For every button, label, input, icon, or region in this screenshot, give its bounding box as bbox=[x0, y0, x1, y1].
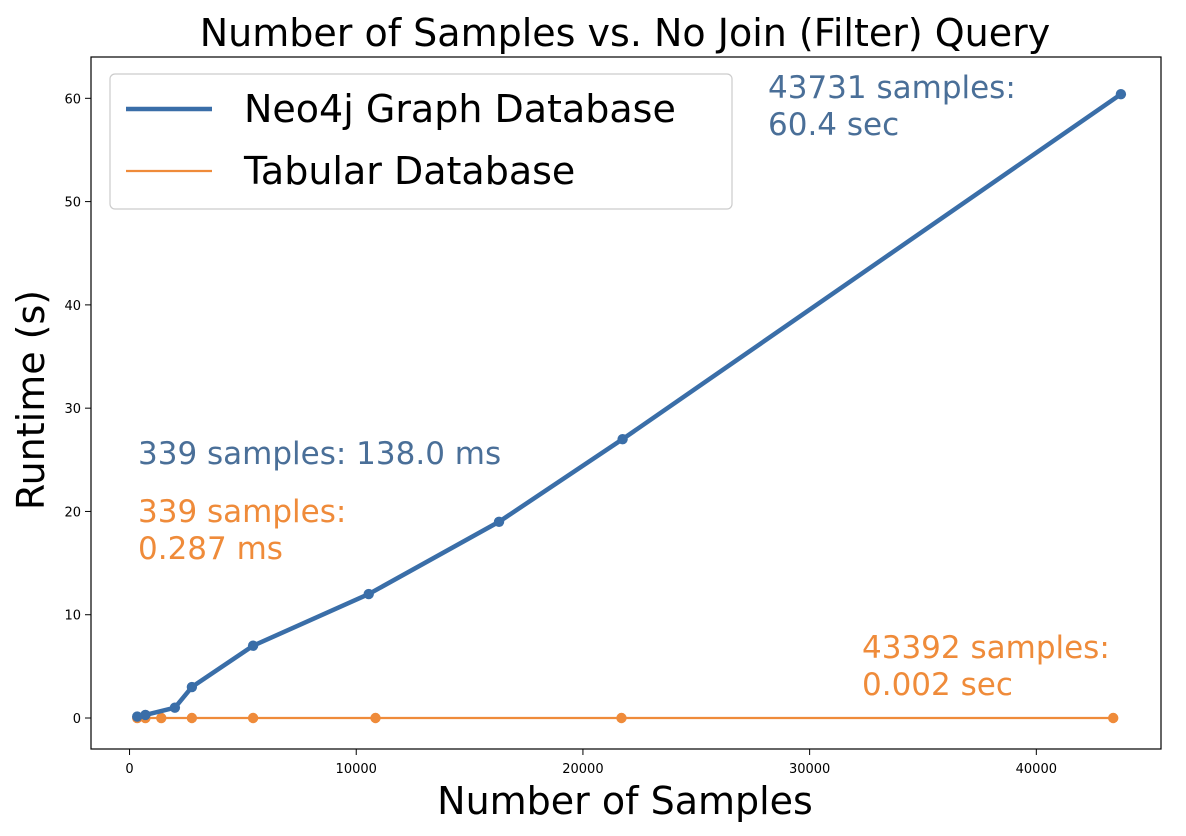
data-point-tabular bbox=[156, 712, 167, 724]
data-point-neo4j bbox=[186, 681, 198, 693]
data-point-tabular bbox=[247, 712, 259, 724]
legend: Neo4j Graph Database Tabular Database bbox=[109, 73, 733, 210]
annotation: 339 samples:0.287 ms bbox=[138, 494, 346, 567]
y-tick-label: 60 bbox=[64, 92, 81, 107]
y-tick-label: 20 bbox=[64, 505, 81, 520]
x-tick-label: 30000 bbox=[789, 762, 830, 777]
y-tick-label: 10 bbox=[64, 609, 81, 624]
y-tick-label: 40 bbox=[64, 299, 81, 314]
data-point-neo4j bbox=[1115, 88, 1127, 100]
data-point-tabular bbox=[616, 712, 627, 724]
annotation-text: 339 samples: bbox=[138, 494, 346, 530]
axes-frame bbox=[90, 56, 1162, 750]
data-point-neo4j bbox=[132, 711, 143, 722]
annotations: 43731 samples:60.4 sec 339 samples: 138.0… bbox=[138, 70, 1110, 703]
data-point-tabular bbox=[186, 712, 198, 724]
annotation-text: 339 samples: 138.0 ms bbox=[138, 436, 501, 472]
data-point-neo4j bbox=[493, 516, 505, 527]
annotation: 43392 samples:0.002 sec bbox=[862, 630, 1110, 703]
y-tick-label: 0 bbox=[73, 712, 81, 727]
y-tick-label: 30 bbox=[64, 402, 81, 417]
x-axis-label: Number of Samples bbox=[437, 779, 813, 823]
data-point-tabular bbox=[370, 712, 381, 724]
x-tick-label: 20000 bbox=[562, 762, 603, 777]
plot-area bbox=[132, 88, 1127, 724]
y-axis-label: Runtime (s) bbox=[9, 290, 53, 510]
annotation: 43731 samples:60.4 sec bbox=[768, 70, 1016, 143]
x-tick-label: 10000 bbox=[336, 762, 377, 777]
annotation-text: 43392 samples: bbox=[862, 630, 1110, 666]
axes: 0 10000 20000 30000 40000 0 10 20 30 40 50 60 bbox=[64, 56, 1162, 777]
x-tick-label: 40000 bbox=[1016, 762, 1057, 777]
chart-title: Number of Samples vs. No Join (Filter) Q… bbox=[200, 11, 1051, 55]
data-point-neo4j bbox=[247, 640, 259, 651]
y-tick-label: 50 bbox=[64, 196, 81, 211]
annotation-text: 0.002 sec bbox=[862, 667, 1013, 703]
data-point-neo4j bbox=[140, 709, 151, 721]
annotation-text: 60.4 sec bbox=[768, 107, 899, 143]
annotation: 339 samples: 138.0 ms bbox=[138, 436, 501, 472]
legend-label: Neo4j Graph Database bbox=[244, 87, 676, 131]
annotation-text: 43731 samples: bbox=[768, 70, 1016, 106]
legend-label: Tabular Database bbox=[243, 149, 575, 193]
data-point-neo4j bbox=[169, 702, 181, 713]
legend-box bbox=[109, 73, 733, 210]
annotation-text: 0.287 ms bbox=[138, 531, 283, 567]
data-point-neo4j bbox=[617, 433, 628, 445]
data-point-tabular bbox=[1108, 712, 1119, 724]
x-tick-label: 0 bbox=[125, 762, 133, 777]
data-point-neo4j bbox=[363, 588, 374, 600]
